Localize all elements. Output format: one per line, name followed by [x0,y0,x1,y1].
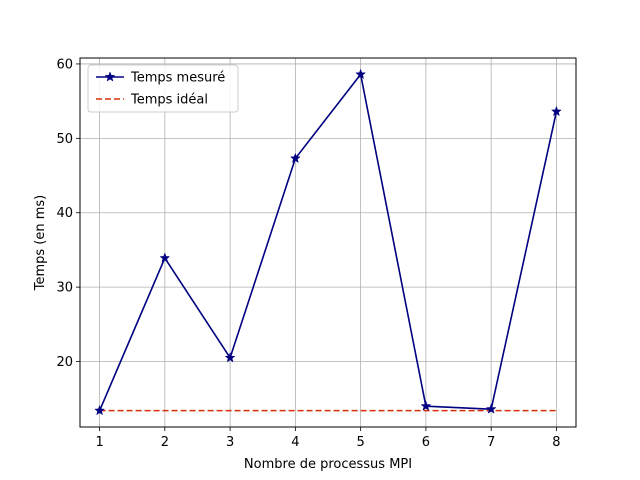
y-tick-label: 50 [56,132,73,147]
series-line-temps-mesure [98,73,558,411]
legend-label: Temps idéal [130,93,208,108]
legend-box [87,64,239,113]
x-tick-label: 5 [356,435,364,450]
data-point-marker [485,403,497,414]
y-tick-label: 20 [56,355,73,370]
data-point-marker [159,252,171,263]
data-point-marker [224,352,236,363]
legend-label: Temps mesuré [130,71,225,86]
data-point-marker [94,404,106,416]
x-tick-label: 6 [422,435,430,450]
legend: Temps mesuré Temps idéal [87,64,239,113]
y-tick-label: 60 [56,57,73,72]
y-axis-label: Temps (en ms) [33,195,48,292]
data-point-marker [550,105,562,117]
x-tick-label: 2 [161,435,169,450]
plot-area-frame [79,57,577,428]
legend-star-marker [104,71,116,82]
x-tick-label: 3 [226,435,234,450]
x-axis-label: Nombre de processus MPI [244,457,412,472]
y-tick-label: 40 [56,206,73,221]
grid [80,58,576,427]
y-tick-label: 30 [56,281,73,296]
series-layer [94,68,562,416]
data-point-marker [420,400,432,411]
x-tick-label: 8 [552,435,560,450]
x-tick-label: 1 [95,435,103,450]
x-tick-label: 7 [487,435,495,450]
data-point-marker [289,152,301,164]
axis-ticks: 1 2 3 4 5 6 7 8 20 30 40 50 60 [56,57,560,450]
x-tick-label: 4 [291,435,299,450]
data-point-marker [355,68,367,79]
